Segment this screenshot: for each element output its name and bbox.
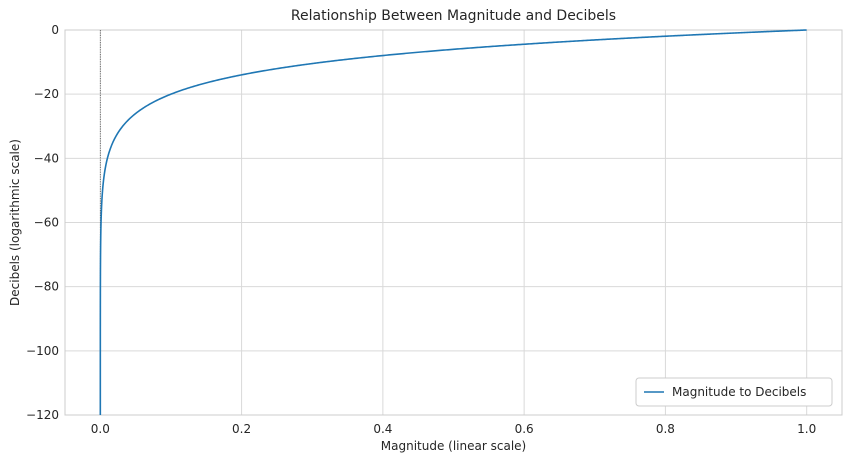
- grid: [65, 29, 842, 416]
- y-axis-label: Decibels (logarithmic scale): [8, 139, 22, 306]
- y-tick-label: −80: [34, 280, 59, 294]
- series-line: [99, 29, 807, 415]
- x-tick-label: 1.0: [797, 422, 816, 436]
- y-axis-ticks: 0 −20 −40 −60 −80 −100 −120: [26, 23, 59, 422]
- x-axis-ticks: 0.0 0.2 0.4 0.6 0.8 1.0: [91, 422, 816, 436]
- x-tick-label: 0.0: [91, 422, 110, 436]
- x-tick-label: 0.6: [515, 422, 534, 436]
- x-axis-label: Magnitude (linear scale): [381, 439, 526, 453]
- x-tick-label: 0.4: [373, 422, 392, 436]
- y-tick-label: −20: [34, 87, 59, 101]
- y-tick-label: −40: [34, 151, 59, 165]
- legend-box: [635, 377, 833, 407]
- plot-frame: [64, 29, 843, 416]
- y-tick-label: −60: [34, 216, 59, 230]
- legend-label: Magnitude to Decibels: [672, 385, 806, 399]
- x-tick-label: 0.2: [232, 422, 251, 436]
- y-tick-label: −120: [26, 408, 59, 422]
- chart-title: Relationship Between Magnitude and Decib…: [291, 8, 616, 24]
- y-tick-label: −100: [26, 344, 59, 358]
- y-tick-label: 0: [51, 23, 59, 37]
- x-tick-label: 0.8: [656, 422, 675, 436]
- legend: Magnitude to Decibels: [635, 377, 833, 407]
